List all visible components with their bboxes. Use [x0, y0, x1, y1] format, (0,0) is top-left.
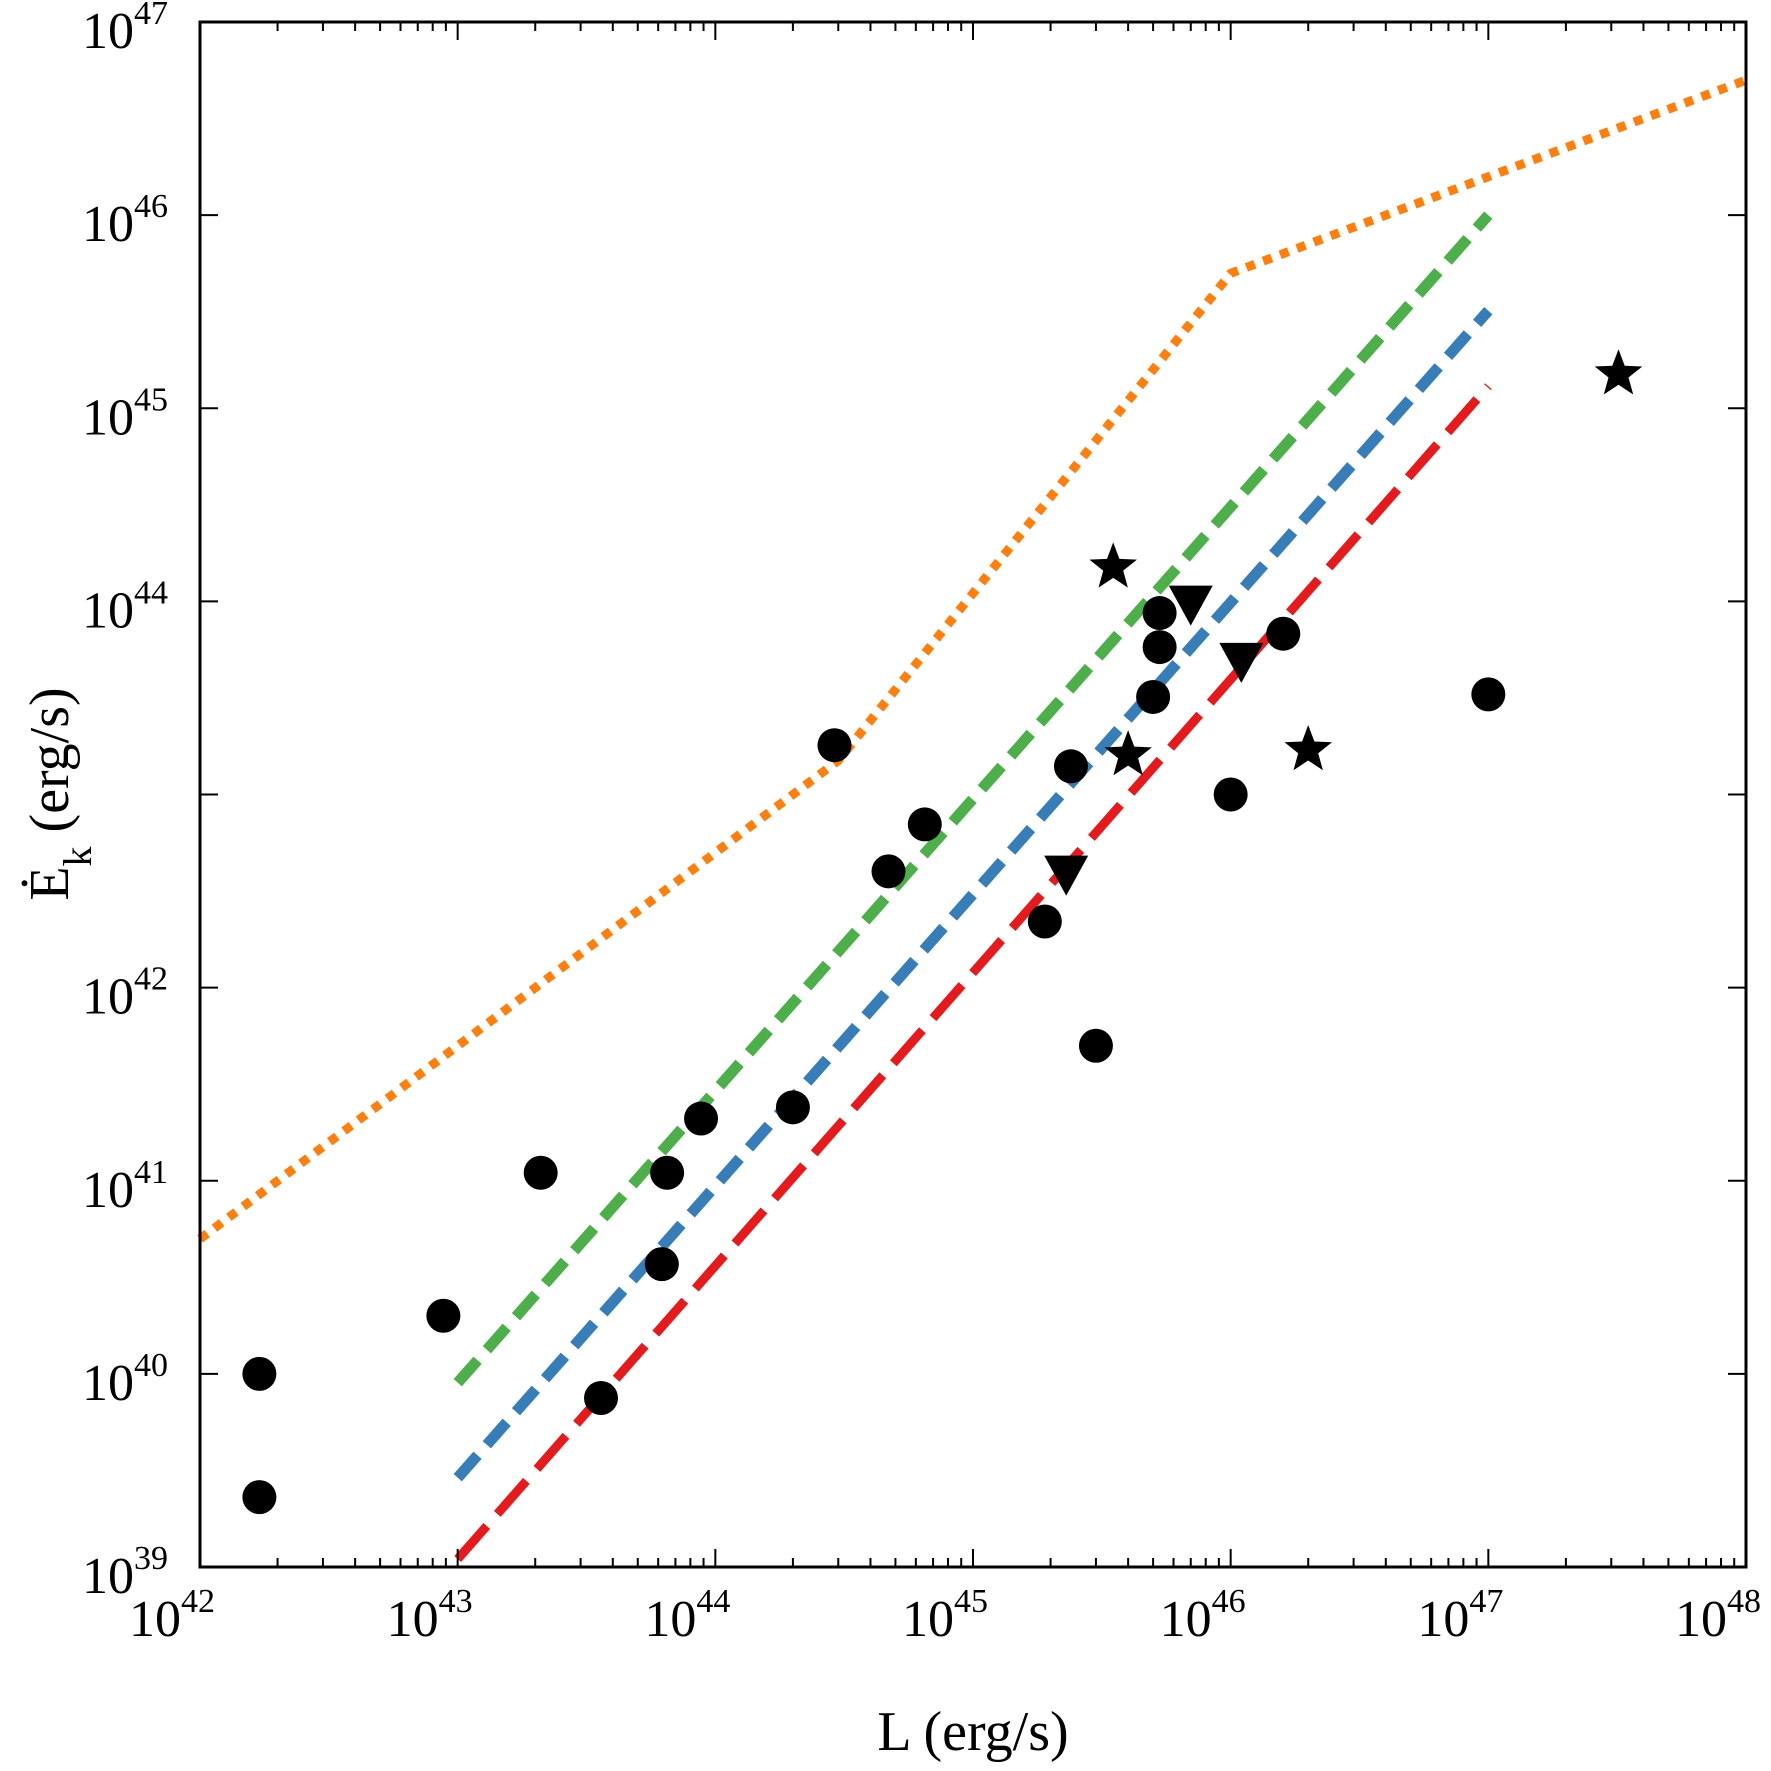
tick-exponent: 44: [696, 1583, 730, 1620]
x-tick-label: 1046: [1160, 1583, 1246, 1648]
y-tick-label: 1044: [82, 574, 168, 639]
axis-ticks: [199, 21, 1747, 1568]
line-green-dashed: [453, 211, 1493, 1387]
y-tick-label: 1039: [82, 1540, 168, 1605]
x-tick-label: 1042: [129, 1583, 215, 1648]
circle-point-9: [775, 1090, 810, 1125]
x-tick-label: 1048: [1675, 1583, 1761, 1648]
tick-base: 10: [129, 1591, 181, 1648]
y-axis-title-rest: (erg/s): [19, 687, 81, 846]
tick-base: 10: [1675, 1591, 1727, 1648]
triangle-point-1: [1044, 855, 1089, 896]
line-blue-dashed: [453, 307, 1493, 1482]
x-tick-label: 1044: [644, 1583, 730, 1648]
tick-base: 10: [82, 582, 134, 639]
star-point-3: [1284, 725, 1332, 771]
y-tick-label: 1042: [82, 961, 168, 1026]
tick-base: 10: [82, 1162, 134, 1219]
circle-point-5: [584, 1381, 619, 1416]
tick-base: 10: [82, 1548, 134, 1605]
tick-base: 10: [82, 196, 134, 253]
tick-exponent: 41: [134, 1154, 168, 1191]
circle-point-2: [242, 1480, 277, 1515]
star-point-1: [1089, 542, 1137, 588]
x-tick-label: 1045: [902, 1583, 988, 1648]
circle-point-21: [1471, 677, 1506, 712]
circle-point-8: [684, 1101, 719, 1136]
circle-point-12: [907, 807, 942, 842]
circle-point-3: [426, 1298, 461, 1333]
circle-point-19: [1213, 777, 1248, 812]
y-tick-label: 1046: [82, 188, 168, 253]
tick-base: 10: [387, 1591, 439, 1648]
tick-labels: 1042 1043 1044 1045 1046 1047 1048103910401041…: [82, 0, 1761, 1648]
y-tick-label: 1041: [82, 1154, 168, 1219]
tick-exponent: 46: [1212, 1583, 1246, 1620]
y-tick-label: 1040: [82, 1347, 168, 1412]
tick-exponent: 47: [134, 0, 168, 32]
star-point-2: [1104, 730, 1152, 776]
triangle-point-3: [1219, 642, 1264, 683]
data-markers: [242, 349, 1643, 1515]
x-tick-label: 1047: [1417, 1583, 1503, 1648]
tick-base: 10: [82, 1355, 134, 1412]
tick-base: 10: [82, 389, 134, 446]
y-axis-title-main: Ė: [19, 866, 81, 900]
tick-exponent: 45: [134, 381, 168, 418]
tick-exponent: 48: [1727, 1583, 1761, 1620]
circle-point-10: [817, 728, 852, 763]
tick-exponent: 40: [134, 1347, 168, 1384]
tick-exponent: 42: [134, 961, 168, 998]
tick-exponent: 44: [134, 574, 168, 611]
x-axis-title: L (erg/s): [877, 1701, 1068, 1763]
tick-exponent: 45: [954, 1583, 988, 1620]
x-tick-label: 1043: [387, 1583, 473, 1648]
star-point-4: [1594, 349, 1643, 395]
circle-point-1: [242, 1356, 277, 1391]
tick-exponent: 46: [134, 188, 168, 225]
circle-point-6: [644, 1247, 679, 1282]
tick-base: 10: [902, 1591, 954, 1648]
line-orange-dotted: [197, 75, 1748, 1243]
circle-point-11: [871, 854, 906, 889]
y-tick-label: 1047: [82, 0, 168, 60]
circle-point-18: [1142, 630, 1177, 665]
tick-base: 10: [1417, 1591, 1469, 1648]
plot-frame: [198, 20, 1748, 1569]
circle-point-20: [1266, 616, 1301, 651]
tick-base: 10: [82, 3, 134, 60]
circle-point-13: [1027, 904, 1062, 939]
triangle-point-2: [1168, 585, 1213, 626]
tick-base: 10: [644, 1591, 696, 1648]
tick-exponent: 47: [1469, 1583, 1503, 1620]
model-lines: [197, 75, 1748, 1562]
circle-point-16: [1136, 679, 1171, 714]
y-tick-label: 1045: [82, 381, 168, 446]
tick-base: 10: [1160, 1591, 1212, 1648]
circle-point-7: [650, 1155, 685, 1190]
tick-exponent: 43: [439, 1583, 473, 1620]
circle-point-14: [1053, 749, 1088, 784]
line-red-dashed: [454, 383, 1492, 1562]
tick-exponent: 42: [181, 1583, 215, 1620]
tick-base: 10: [82, 969, 134, 1026]
circle-point-15: [1078, 1028, 1113, 1063]
circle-point-4: [523, 1155, 558, 1190]
tick-exponent: 39: [134, 1540, 168, 1577]
y-axis-title: Ėk (erg/s): [19, 687, 100, 900]
circle-point-17: [1142, 596, 1177, 631]
y-axis-title-sub: k: [55, 846, 100, 866]
